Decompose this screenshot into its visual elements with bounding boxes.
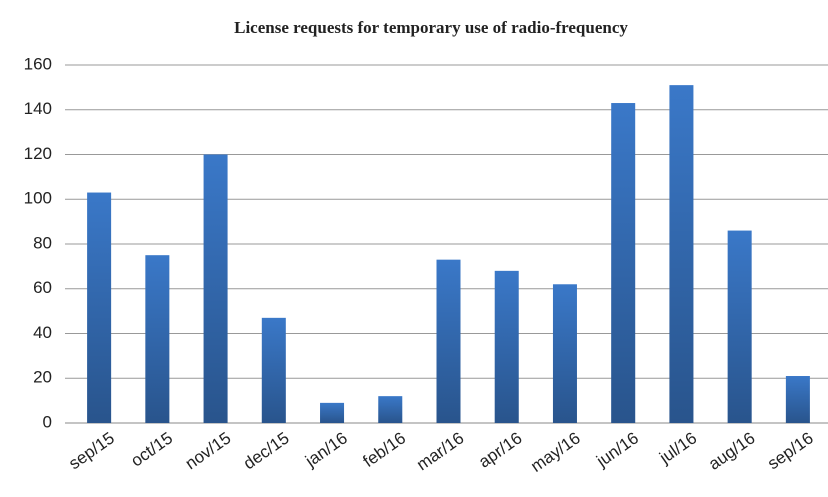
y-tick-label: 80: [33, 233, 52, 252]
bar-shade: [87, 192, 112, 423]
bar-shade: [785, 376, 810, 423]
x-tick-label: jul/16: [655, 428, 700, 467]
bar-shade: [203, 154, 228, 423]
y-tick-label: 100: [24, 189, 52, 208]
y-tick-label: 160: [24, 54, 52, 73]
y-tick-label: 60: [33, 278, 52, 297]
bar-shade: [378, 396, 403, 423]
y-tick-label: 20: [33, 368, 52, 387]
bar-shade: [494, 270, 519, 423]
bar-shade: [669, 85, 694, 423]
bar-shade: [436, 259, 461, 423]
bar-shade: [727, 230, 752, 423]
x-tick-label: jun/16: [592, 428, 642, 471]
y-tick-label: 40: [33, 323, 52, 342]
x-tick-label: feb/16: [360, 428, 410, 471]
bar-shade: [320, 402, 345, 423]
bar-shade: [611, 103, 636, 423]
x-tick-label: sep/15: [65, 428, 118, 473]
x-tick-label: dec/15: [240, 428, 293, 473]
x-tick-label: apr/16: [475, 428, 525, 471]
x-tick-label: oct/15: [127, 428, 176, 470]
x-tick-label: sep/16: [764, 428, 817, 473]
y-tick-label: 0: [43, 412, 52, 431]
x-tick-label: jan/16: [301, 428, 351, 471]
bar-shade: [145, 255, 170, 423]
x-tick-label: mar/16: [413, 428, 467, 474]
x-tick-label: may/16: [527, 428, 584, 476]
y-tick-label: 120: [24, 144, 52, 163]
x-tick-label: nov/15: [182, 428, 235, 473]
y-tick-label: 140: [24, 99, 52, 118]
bar-shade: [261, 317, 286, 423]
x-tick-label: aug/16: [705, 428, 758, 473]
chart-title: License requests for temporary use of ra…: [234, 18, 628, 37]
bar-shade: [552, 284, 577, 423]
